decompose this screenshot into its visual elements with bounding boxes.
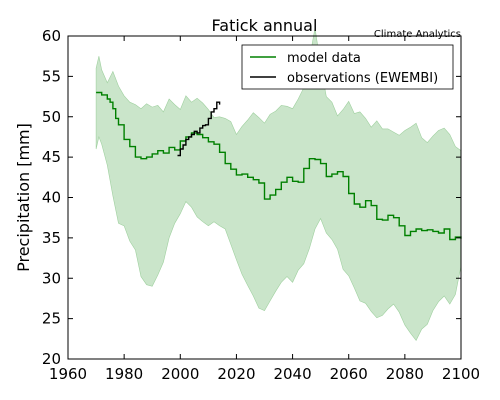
y-tick-label: 50 xyxy=(42,108,61,126)
x-tick-label: 2080 xyxy=(386,365,424,383)
x-tick-label: 1980 xyxy=(105,365,143,383)
x-tick-label: 2040 xyxy=(273,365,311,383)
y-tick-label: 35 xyxy=(42,229,61,247)
legend-box xyxy=(241,44,454,90)
y-tick-label: 30 xyxy=(42,269,61,287)
chart-title: Fatick annual xyxy=(212,16,318,35)
x-tick-label: 1960 xyxy=(49,365,87,383)
x-tick-label: 2060 xyxy=(330,365,368,383)
chart-credit: Climate Analytics xyxy=(374,29,461,40)
tick-layer: 1960 1980 2000 2020 2040 2060 2080 2100 20 25 30 35… xyxy=(42,27,480,383)
y-tick-label: 40 xyxy=(42,189,61,207)
legend-label: observations (EWEMBI) xyxy=(287,71,438,86)
series-layer xyxy=(96,91,462,241)
y-tick-label: 55 xyxy=(42,67,61,85)
legend: model data observations (EWEMBI) xyxy=(241,44,454,90)
legend-label: model data xyxy=(287,51,361,66)
series-line-observations xyxy=(177,101,221,157)
x-tick-label: 2020 xyxy=(217,365,255,383)
x-tick-label: 2000 xyxy=(161,365,199,383)
y-axis-title: Precipitation [mm] xyxy=(14,123,33,272)
y-tick-label: 45 xyxy=(42,148,61,166)
x-tick-label: 2100 xyxy=(442,365,480,383)
y-tick-label: 60 xyxy=(42,27,61,45)
y-tick-label: 25 xyxy=(42,310,61,328)
series-line-model-data xyxy=(96,91,462,241)
y-tick-label: 20 xyxy=(42,350,61,368)
